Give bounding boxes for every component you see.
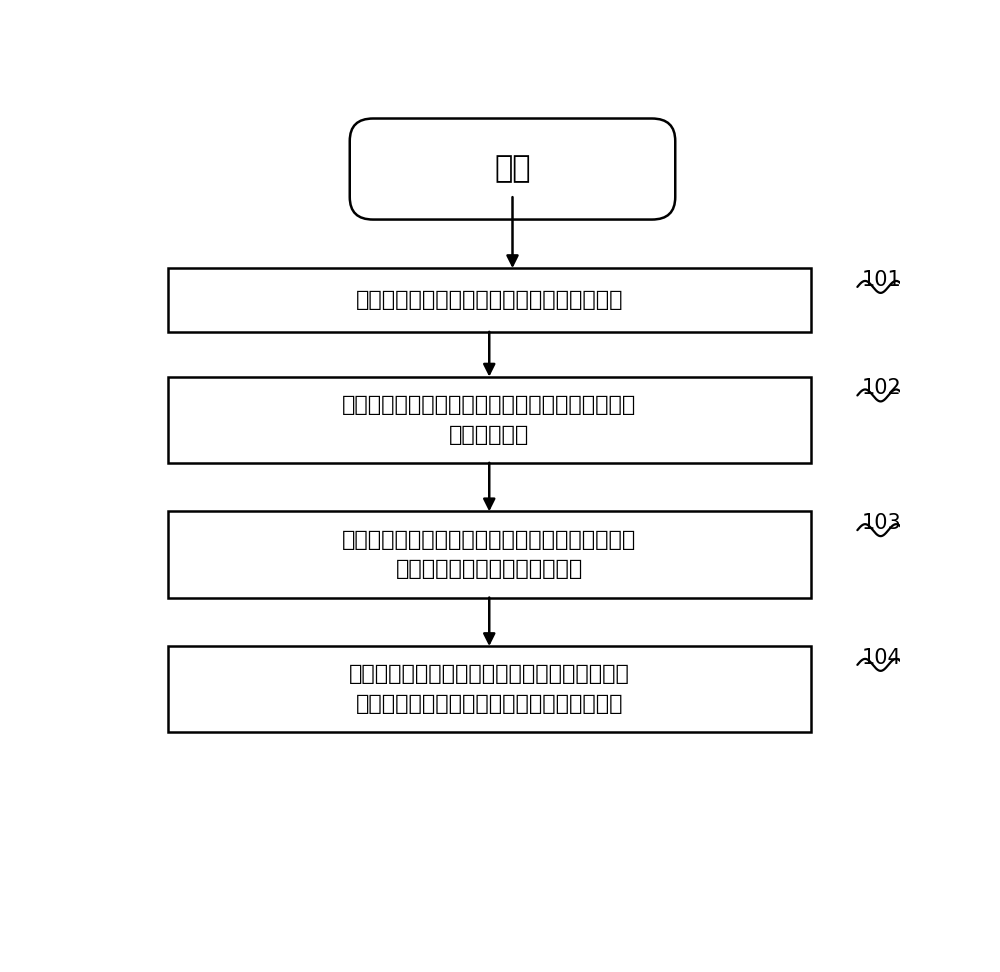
- Text: 获取检测目标图像并基于检测内容将检测目标图像
分割为一个或多个检测区域图像: 获取检测目标图像并基于检测内容将检测目标图像 分割为一个或多个检测区域图像: [342, 530, 636, 579]
- Text: 开始: 开始: [494, 155, 531, 184]
- Text: 101: 101: [861, 269, 901, 290]
- FancyBboxPatch shape: [168, 646, 811, 732]
- Text: 103: 103: [861, 513, 901, 533]
- FancyBboxPatch shape: [168, 511, 811, 598]
- Text: 获取拍照装置拍摄的电子器件的原始表面图像: 获取拍照装置拍摄的电子器件的原始表面图像: [356, 290, 623, 310]
- FancyBboxPatch shape: [168, 377, 811, 463]
- FancyBboxPatch shape: [168, 268, 811, 331]
- Text: 从检测区域图像中提取特征参数，并根据缺陷判
定规则和特征参数确定电子器件是否具有缺陷: 从检测区域图像中提取特征参数，并根据缺陷判 定规则和特征参数确定电子器件是否具有…: [349, 665, 630, 714]
- Text: 104: 104: [861, 647, 901, 668]
- Text: 102: 102: [861, 378, 901, 399]
- Text: 对原始表面图像进行预处理，用以得到去除了干扰
的预处理图像: 对原始表面图像进行预处理，用以得到去除了干扰 的预处理图像: [342, 395, 636, 444]
- FancyBboxPatch shape: [350, 119, 675, 220]
